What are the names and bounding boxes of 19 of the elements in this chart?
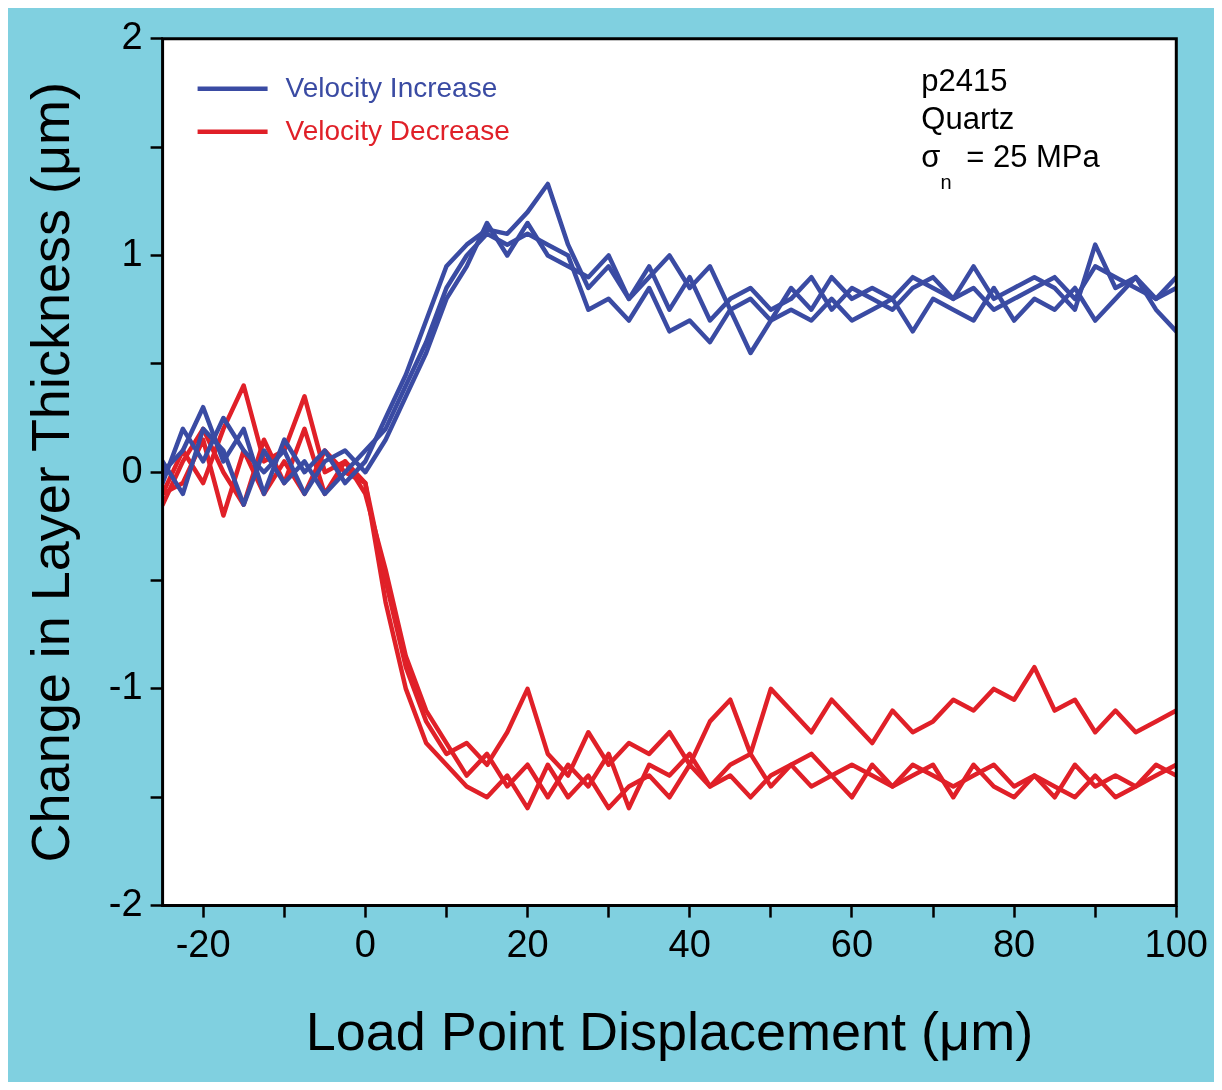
x-axis-title: Load Point Displacement (μm): [305, 1001, 1034, 1062]
y-tick-label: 1: [121, 231, 143, 274]
x-tick-label: -20: [175, 922, 231, 965]
annotation: Quartz: [921, 100, 1015, 136]
y-tick-label: -1: [108, 665, 143, 708]
y-tick-label: 2: [121, 15, 143, 58]
x-tick-label: 20: [506, 922, 549, 965]
x-tick-label: 80: [992, 922, 1036, 965]
y-tick-label: -2: [108, 882, 143, 925]
x-tick-label: 0: [354, 922, 376, 965]
legend-label: Velocity Increase: [285, 71, 498, 103]
legend-label: Velocity Decrease: [285, 114, 510, 146]
x-tick-label: 60: [830, 922, 874, 965]
y-tick-label: 0: [121, 448, 143, 491]
annotation: σn = 25 MPa: [921, 138, 1101, 193]
x-tick-label: 100: [1144, 922, 1208, 965]
annotation: p2415: [921, 62, 1008, 98]
x-tick-label: 40: [668, 922, 711, 965]
y-axis-title: Change in Layer Thickness (μm): [20, 81, 81, 863]
